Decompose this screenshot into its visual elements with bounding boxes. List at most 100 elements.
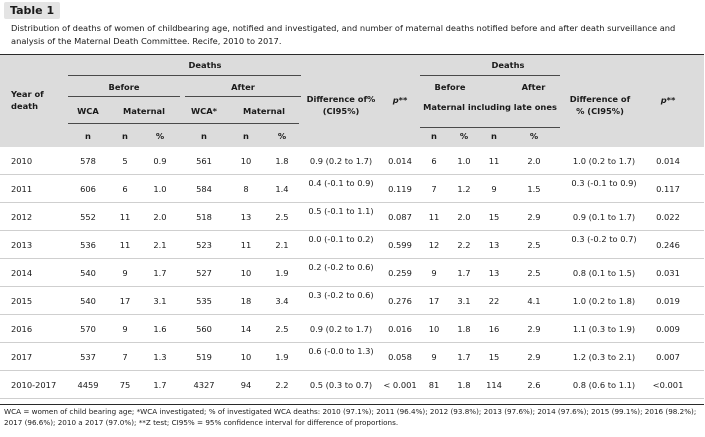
subheader-cell: % xyxy=(529,131,539,141)
table-cell: 2.9 xyxy=(527,212,541,222)
table-cell: 2.1 xyxy=(275,240,289,250)
table-cell: 6 xyxy=(431,156,437,166)
table-cell: 17 xyxy=(119,296,131,306)
table-cell: 523 xyxy=(196,240,212,250)
table-cell: 1.3 xyxy=(153,352,167,362)
table-cell: 0.246 xyxy=(656,240,680,250)
table-cell: 1.0 xyxy=(457,156,471,166)
rule-deaths-right xyxy=(420,75,560,76)
table-cell: 10 xyxy=(428,324,440,334)
table-cell: 11 xyxy=(119,240,131,250)
table-cell: 0.9 (0.2 to 1.7) xyxy=(309,156,373,166)
table-cell: 13 xyxy=(488,268,500,278)
table-cell: 2014 xyxy=(11,268,33,278)
row-separator xyxy=(0,398,704,399)
subheader-cell: n xyxy=(85,131,91,141)
table-cell: 1.9 xyxy=(275,352,289,362)
table-cell: 540 xyxy=(80,296,96,306)
header-difference-left: Difference of% (CI95%) xyxy=(306,94,376,116)
subheader-cell: % xyxy=(459,131,469,141)
header-maternal-late: Maternal including late ones xyxy=(423,102,557,112)
table-cell: 1.8 xyxy=(275,156,289,166)
header-deaths-left: Deaths xyxy=(188,60,222,70)
table-cell: 0.2 (-0.2 to 0.6) xyxy=(308,262,374,272)
header-year-of-death: Year of death xyxy=(11,89,44,111)
table-cell: 2.2 xyxy=(457,240,471,250)
table-cell: 8 xyxy=(243,184,249,194)
table-cell: 0.014 xyxy=(656,156,680,166)
table-cell: 0.087 xyxy=(388,212,412,222)
table-cell: 0.9 xyxy=(153,156,167,166)
header-after-right: After xyxy=(521,82,546,92)
rule-after-left xyxy=(185,96,301,97)
table-cell: 7 xyxy=(431,184,437,194)
table-cell: 0.5 (-0.1 to 1.1) xyxy=(308,206,374,216)
table-cell: 0.6 (-0.0 to 1.3) xyxy=(308,346,374,356)
row-separator xyxy=(0,286,704,287)
table-cell: 0.9 (0.2 to 1.7) xyxy=(309,324,373,334)
table-cell: 1.0 xyxy=(153,184,167,194)
table-cell: 7 xyxy=(122,352,128,362)
row-separator xyxy=(0,314,704,315)
table-cell: 2012 xyxy=(11,212,33,222)
table-cell: 2.9 xyxy=(527,352,541,362)
row-separator xyxy=(0,230,704,231)
table-cell: 518 xyxy=(196,212,212,222)
header-before: Before xyxy=(108,82,140,92)
table-cell: 1.7 xyxy=(457,352,471,362)
table-cell: 0.022 xyxy=(656,212,680,222)
table-cell: 552 xyxy=(80,212,96,222)
table-cell: 0.8 (0.1 to 1.5) xyxy=(572,268,636,278)
table-cell: 0.019 xyxy=(656,296,680,306)
header-p-right: p** xyxy=(660,95,676,105)
rule-subheaders-left xyxy=(68,123,299,124)
table-cell: 14 xyxy=(240,324,252,334)
table-cell: 537 xyxy=(80,352,96,362)
table-cell: 1.0 (0.2 to 1.8) xyxy=(572,296,636,306)
header-maternal-after: Maternal xyxy=(243,106,285,116)
table-cell: 1.2 xyxy=(457,184,471,194)
row-separator xyxy=(0,370,704,371)
table-cell: 11 xyxy=(488,156,500,166)
table-cell: 540 xyxy=(80,268,96,278)
table-cell: 0.5 (0.3 to 0.7) xyxy=(309,380,373,390)
row-separator xyxy=(0,202,704,203)
table-cell: 606 xyxy=(80,184,96,194)
table-cell: 2010 xyxy=(11,156,33,166)
table-cell: 114 xyxy=(486,380,502,390)
table-cell: 11 xyxy=(119,212,131,222)
table-cell: 13 xyxy=(240,212,252,222)
table-cell: 2.0 xyxy=(527,156,541,166)
table-cell: 0.8 (0.6 to 1.1) xyxy=(572,380,636,390)
table-cell: 9 xyxy=(122,324,128,334)
table-cell: 81 xyxy=(428,380,440,390)
header-p-left: p** xyxy=(392,95,408,105)
table-cell: 4327 xyxy=(193,380,215,390)
table-cell: 2.1 xyxy=(153,240,167,250)
row-separator xyxy=(0,174,704,175)
table-cell: 9 xyxy=(122,268,128,278)
table-cell: 15 xyxy=(488,352,500,362)
rule-before-left xyxy=(68,96,180,97)
header-wca-investigated: WCA* xyxy=(190,106,217,116)
table-cell: 2010-2017 xyxy=(11,380,57,390)
table-caption: Distribution of deaths of women of child… xyxy=(11,23,676,46)
table-cell: 3.4 xyxy=(275,296,289,306)
table-cell: 0.599 xyxy=(388,240,412,250)
table-cell: 9 xyxy=(431,268,437,278)
table-cell: 9 xyxy=(431,352,437,362)
table-cell: 570 xyxy=(80,324,96,334)
table-cell: 560 xyxy=(196,324,212,334)
table-footnote: WCA = women of child bearing age; *WCA i… xyxy=(4,407,697,427)
subheader-cell: n xyxy=(431,131,437,141)
table-cell: 0.016 xyxy=(388,324,412,334)
table-label: Table 1 xyxy=(4,2,61,19)
header-maternal-before: Maternal xyxy=(123,106,165,116)
table-cell: 11 xyxy=(240,240,252,250)
table-cell: 0.117 xyxy=(656,184,680,194)
table-cell: 1.7 xyxy=(457,268,471,278)
rule-subheaders-right xyxy=(420,127,560,128)
table-cell: 0.9 (0.1 to 1.7) xyxy=(572,212,636,222)
subheader-cell: n xyxy=(491,131,497,141)
table-cell: 536 xyxy=(80,240,96,250)
